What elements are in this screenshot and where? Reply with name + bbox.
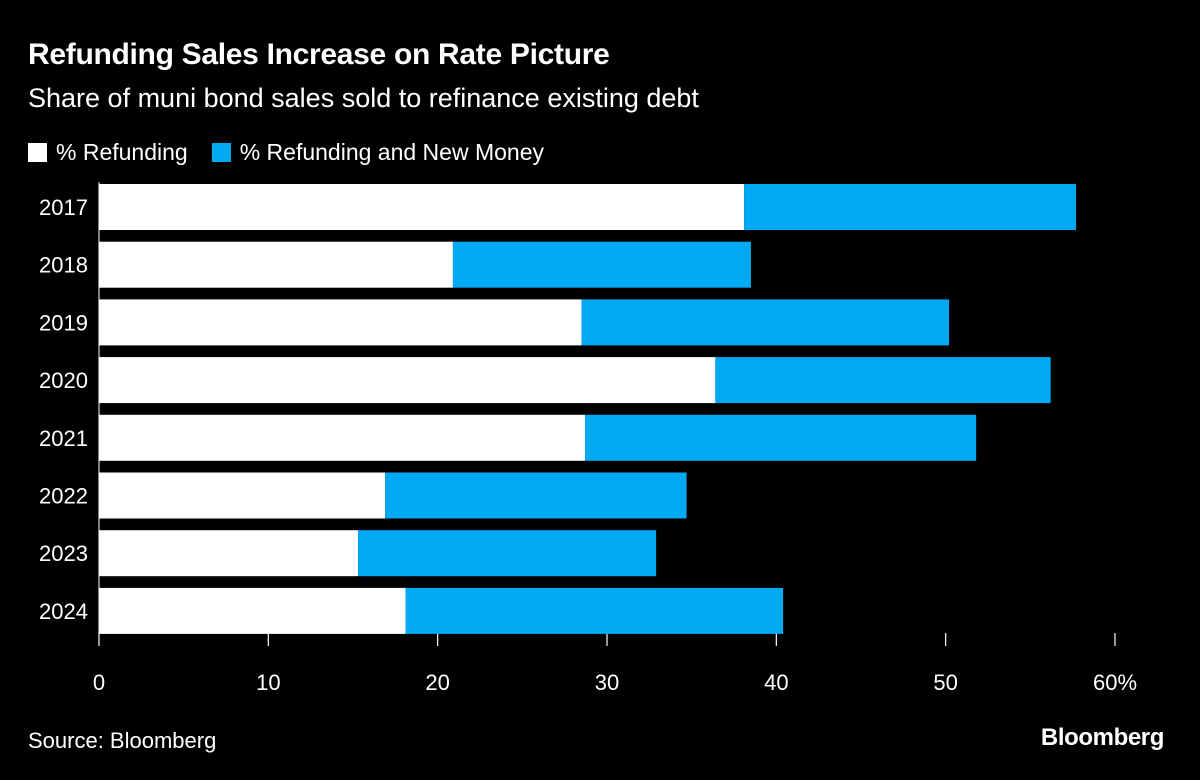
chart-title: Refunding Sales Increase on Rate Picture: [28, 38, 610, 71]
bar-refunding-new-money: [385, 472, 687, 519]
y-category-label: 2021: [39, 426, 88, 451]
y-category-label: 2019: [39, 310, 88, 335]
bar-refunding: [99, 414, 585, 461]
y-category-label: 2022: [39, 484, 88, 509]
legend-label-refunding-new-money: % Refunding and New Money: [239, 139, 544, 165]
bar-refunding-new-money: [581, 299, 950, 346]
legend-swatch-refunding: [28, 143, 47, 162]
x-tick-label: 10: [256, 670, 280, 695]
legend-swatch-refunding-new-money: [211, 143, 231, 162]
bar-refunding: [99, 357, 716, 404]
bar-refunding-new-money: [584, 414, 977, 461]
x-tick-label: 50: [933, 670, 957, 695]
chart-subtitle: Share of muni bond sales sold to refinan…: [28, 83, 699, 113]
y-category-label: 2020: [39, 368, 88, 393]
bar-refunding: [99, 241, 453, 288]
chart-legend: % Refunding % Refunding and New Money: [28, 139, 568, 166]
bar-refunding: [99, 587, 406, 634]
bar-refunding: [99, 472, 386, 519]
bar-refunding: [99, 184, 745, 230]
bar-refunding-new-money: [452, 241, 751, 288]
source-note: Source: Bloomberg: [28, 728, 217, 753]
legend-label-refunding: % Refunding: [56, 139, 188, 165]
legend-item-refunding-new-money: % Refunding and New Money: [211, 139, 544, 166]
y-category-label: 2024: [39, 599, 88, 624]
x-tick-label: 30: [595, 670, 619, 695]
x-tick-label: 0: [93, 670, 105, 695]
legend-item-refunding: % Refunding: [28, 139, 188, 166]
y-category-label: 2023: [39, 541, 88, 566]
x-tick-label: 60%: [1093, 670, 1137, 695]
bloomberg-logo: Bloomberg: [1040, 724, 1164, 751]
bar-refunding-new-money: [715, 357, 1051, 404]
bar-refunding: [99, 299, 582, 346]
x-tick-label: 40: [764, 670, 788, 695]
y-category-label: 2017: [39, 195, 88, 220]
bar-refunding-new-money: [358, 530, 657, 577]
bar-refunding: [99, 530, 359, 577]
y-category-label: 2018: [39, 253, 88, 278]
bar-refunding-new-money: [744, 184, 1077, 230]
x-tick-label: 20: [425, 670, 449, 695]
bar-refunding-new-money: [405, 587, 784, 634]
